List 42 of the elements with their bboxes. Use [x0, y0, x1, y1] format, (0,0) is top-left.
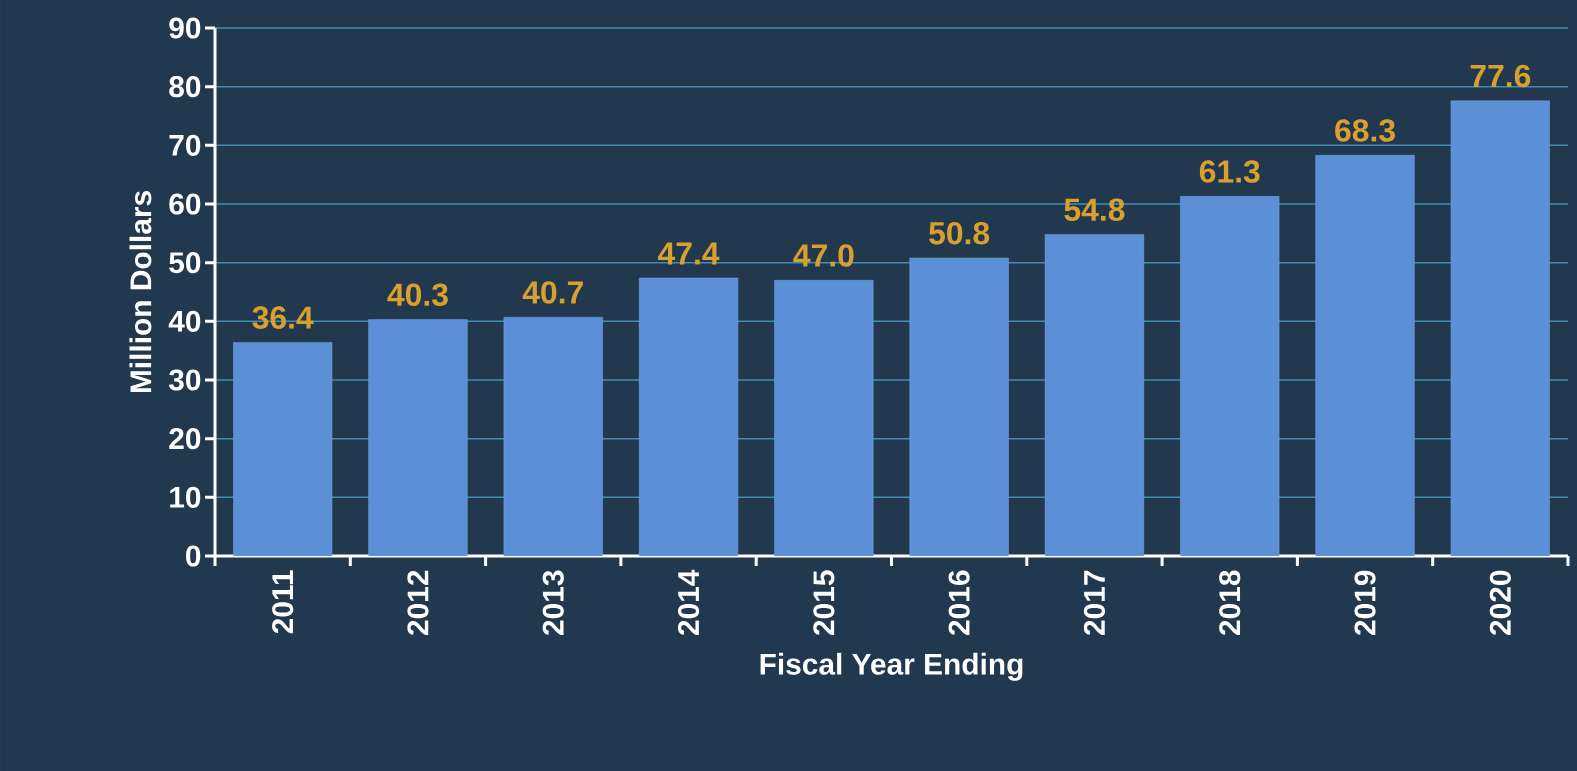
y-tick-label: 50 — [169, 252, 201, 274]
bar — [1044, 234, 1145, 556]
y-tick-label: 40 — [168, 310, 201, 332]
bar — [233, 342, 333, 556]
data-label: 40.3 — [387, 283, 448, 307]
y-tick-label: 60 — [169, 193, 201, 215]
x-tick-label: 2015 — [813, 570, 835, 635]
x-tick-label: 2016 — [948, 570, 970, 635]
bar — [909, 257, 1009, 556]
data-label: 36.4 — [252, 306, 314, 329]
bar — [503, 317, 603, 556]
data-label: 68.3 — [1335, 119, 1395, 142]
bar — [774, 280, 874, 556]
x-tick-label: 2019 — [1354, 570, 1376, 635]
x-tick-label: 2012 — [407, 570, 429, 635]
bar — [1180, 196, 1280, 556]
data-label: 40.7 — [522, 281, 583, 304]
y-tick-label: 80 — [169, 76, 201, 98]
x-tick-label: 2014 — [677, 569, 700, 635]
y-axis-title: Million Dollars — [129, 191, 152, 393]
x-tick-label: 2011 — [272, 570, 294, 634]
x-tick-label: 2020 — [1489, 570, 1511, 635]
bar — [368, 319, 468, 556]
x-tick-label: 2013 — [542, 570, 564, 635]
y-tick-label: 90 — [169, 17, 201, 39]
x-axis-title: Fiscal Year Ending — [760, 652, 1023, 681]
bar — [1450, 100, 1550, 556]
bar — [1315, 155, 1415, 556]
y-tick-label: 0 — [186, 545, 201, 567]
y-tick-label: 70 — [169, 134, 201, 156]
data-label: 47.0 — [793, 244, 854, 267]
y-tick-label: 20 — [169, 428, 201, 450]
x-tick-label: 2017 — [1083, 570, 1106, 635]
data-label: 54.8 — [1064, 198, 1125, 221]
y-tick-label: 30 — [168, 369, 201, 391]
data-label: 50.8 — [929, 221, 990, 245]
y-tick-label: 10 — [170, 486, 201, 508]
bar — [638, 277, 739, 556]
data-label: 47.4 — [658, 242, 720, 265]
data-label: 61.3 — [1199, 160, 1260, 183]
x-tick-label: 2018 — [1219, 570, 1241, 635]
data-label: 77.6 — [1470, 64, 1531, 88]
